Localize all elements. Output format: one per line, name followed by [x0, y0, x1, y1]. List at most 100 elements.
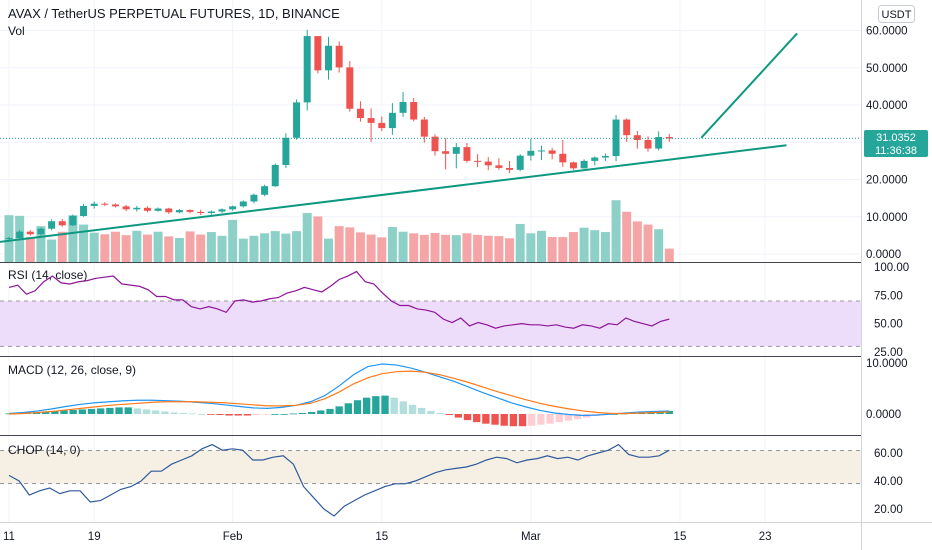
macd-title[interactable]: MACD (12, 26, close, 9): [8, 363, 136, 377]
candle-body: [293, 102, 301, 138]
macd-histogram-bar: [234, 414, 242, 416]
price-axis[interactable]: 0.000010.000020.000030.000040.000050.000…: [866, 26, 909, 517]
volume-bar: [111, 231, 120, 262]
candle-body: [506, 167, 514, 170]
macd-histogram-bar: [381, 395, 389, 414]
chop-band: [0, 450, 861, 484]
last-price-badge: [864, 130, 928, 157]
volume-label[interactable]: Vol: [8, 24, 25, 38]
candle-body: [133, 207, 141, 210]
candle-body: [580, 160, 588, 169]
candle-body: [271, 164, 279, 187]
macd-histogram-bar: [60, 410, 68, 414]
rsi-band: [0, 301, 861, 347]
volume-bar: [79, 224, 89, 262]
volume-bar: [292, 231, 302, 262]
volume-bar: [249, 235, 259, 262]
chop-tick-label: 60.00: [874, 448, 903, 460]
bar-countdown: 11:36:38: [875, 145, 917, 157]
candle-body: [69, 216, 77, 226]
volume-bar: [68, 215, 78, 262]
macd-histogram-bar: [326, 408, 334, 414]
candle-body: [335, 45, 343, 68]
candle-body: [186, 210, 194, 212]
time-axis[interactable]: 11 19 Feb 15 Mar 15 23: [3, 531, 772, 543]
macd-histogram-bar: [399, 401, 408, 414]
currency-button[interactable]: [878, 5, 915, 23]
volume-bar: [515, 223, 525, 262]
candle-body: [367, 118, 375, 123]
candle-body: [346, 67, 354, 109]
candle-body: [378, 122, 386, 129]
candle-body: [314, 36, 322, 71]
candles[interactable]: [5, 29, 673, 241]
rsi-tick-label: 75.00: [874, 290, 903, 302]
macd-histogram-bar: [197, 414, 206, 415]
volume-bar: [430, 232, 440, 262]
macd-line: [8, 363, 670, 417]
volume-bar: [153, 231, 163, 262]
volume-bar: [579, 227, 589, 262]
candle-body: [197, 211, 205, 214]
chop-title[interactable]: CHOP (14, 0): [8, 443, 80, 457]
candle-body: [548, 150, 556, 154]
volume-bar: [121, 235, 131, 262]
candle-body: [495, 165, 503, 168]
candle-body: [410, 102, 418, 120]
projection-line[interactable]: [700, 32, 798, 139]
macd-histogram-bar: [252, 414, 261, 416]
symbol-title[interactable]: AVAX / TetherUS PERPETUAL FUTURES, 1D, B…: [8, 6, 340, 21]
macd-histogram-bar: [225, 414, 233, 416]
volume-bar: [36, 226, 46, 262]
volume-bar: [441, 234, 451, 262]
macd-histogram-bar: [454, 414, 463, 418]
candle-body: [101, 203, 109, 205]
volume-bar: [206, 232, 216, 262]
candle-body: [644, 140, 652, 149]
volume-bar: [419, 234, 429, 262]
candle-body: [37, 228, 45, 235]
price-tick-label: 10.0000: [866, 212, 908, 224]
macd-histogram-bar: [518, 414, 527, 427]
macd-histogram-bar: [418, 407, 426, 414]
support-trendline[interactable]: [0, 144, 787, 243]
volume-bar: [25, 237, 35, 262]
volume-bar: [142, 234, 152, 262]
macd-tick-label: 0.0000: [866, 409, 901, 421]
macd-histogram-bar: [528, 414, 536, 426]
volume-bar: [57, 231, 67, 262]
candle-body: [165, 208, 173, 213]
candle-body: [442, 151, 450, 154]
candle-body: [474, 160, 482, 162]
volume-bar: [324, 238, 333, 262]
candle-body: [207, 211, 215, 214]
time-tick-label: Mar: [521, 531, 541, 543]
volume-bar: [654, 229, 664, 262]
macd-histogram-bar: [555, 414, 563, 423]
volume-bar: [260, 233, 270, 262]
candle-body: [48, 221, 56, 229]
candle-body: [559, 153, 567, 163]
candle-body: [612, 119, 620, 157]
macd-histogram-bar: [372, 396, 380, 414]
volume-bar: [451, 235, 461, 262]
macd-histogram-bar: [473, 414, 481, 423]
candle-body: [420, 119, 428, 137]
volume-bar: [473, 234, 483, 262]
volume-bar: [462, 233, 472, 262]
candle-body: [239, 201, 247, 207]
macd-histogram-bar: [463, 414, 472, 421]
rsi-title[interactable]: RSI (14, close): [8, 268, 87, 282]
candle-body: [601, 156, 609, 158]
macd-histogram-bar: [546, 414, 554, 424]
macd-histogram-bar: [344, 403, 352, 414]
candle-body: [431, 136, 439, 152]
macd-tick-label: 10.0000: [866, 358, 908, 370]
macd-histogram-bar: [298, 412, 307, 414]
volume-bar: [483, 235, 493, 262]
macd-histogram-bar: [427, 410, 435, 414]
volume-bar: [622, 211, 632, 262]
candle-body: [452, 147, 460, 154]
volume-bar: [185, 231, 195, 262]
